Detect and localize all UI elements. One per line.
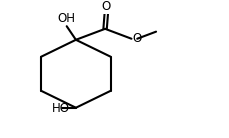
Text: O: O [101, 0, 110, 13]
Text: OH: OH [57, 12, 75, 25]
Text: O: O [132, 32, 141, 45]
Text: HO: HO [52, 103, 70, 116]
